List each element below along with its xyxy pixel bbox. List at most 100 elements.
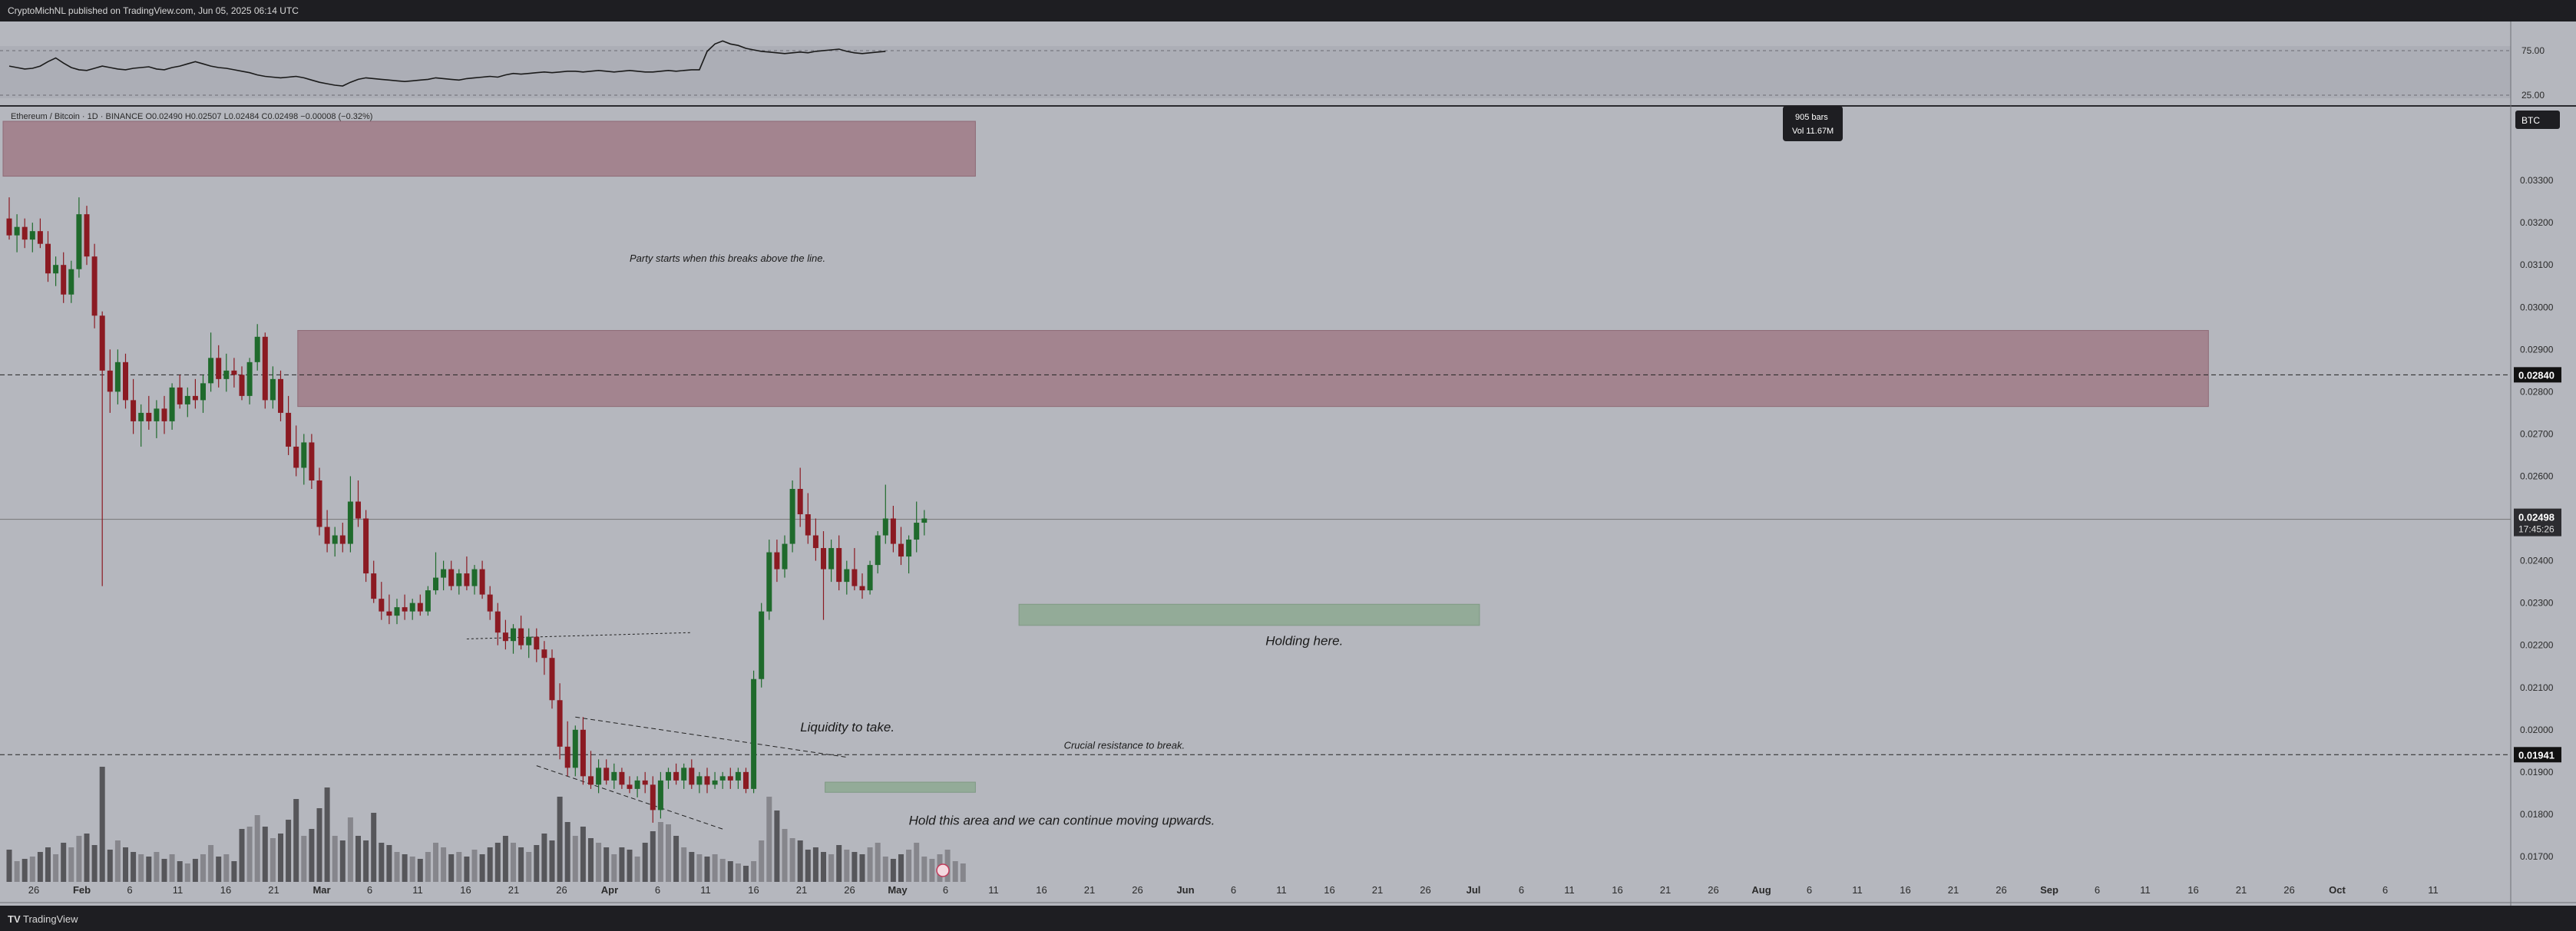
- candle-body: [146, 412, 152, 421]
- resistance-zone: [2, 121, 976, 177]
- candle-body: [852, 569, 858, 586]
- candles: [6, 197, 928, 823]
- candle-body: [681, 768, 687, 781]
- candle-body: [293, 446, 299, 468]
- candle-body: [68, 269, 74, 295]
- time-tick-label: 21: [2236, 884, 2247, 896]
- tradingview-logo-icon: TV: [8, 913, 21, 925]
- volume-bar: [177, 861, 183, 882]
- candle-body: [759, 611, 765, 679]
- candle-body: [14, 226, 20, 236]
- volume-bar: [371, 813, 377, 882]
- currency-label: BTC: [2521, 115, 2540, 126]
- volume-bar: [929, 859, 935, 882]
- bars-tooltip: [1783, 106, 1843, 141]
- volume-bar: [828, 854, 835, 882]
- candle-body: [634, 780, 640, 789]
- volume-bar: [76, 836, 82, 882]
- candle-body: [425, 590, 431, 612]
- volume-bar: [84, 834, 90, 882]
- candle-body: [751, 678, 757, 789]
- candle-body: [906, 540, 912, 557]
- time-tick-label: 16: [1612, 884, 1622, 896]
- candle-body: [200, 383, 206, 401]
- volume-bar: [526, 852, 532, 882]
- time-tick-label: 6: [655, 884, 660, 896]
- candle-body: [782, 543, 788, 569]
- volume-bar: [634, 857, 640, 882]
- volume-bar: [960, 863, 966, 882]
- time-tick-label: 21: [508, 884, 519, 896]
- candle-body: [448, 569, 455, 586]
- volume-bar: [906, 850, 912, 882]
- candle-body: [603, 768, 610, 781]
- candle-body: [666, 771, 671, 781]
- candle-body: [836, 548, 842, 583]
- candle-body: [642, 780, 648, 785]
- bars-count: 905 bars: [1795, 113, 1828, 122]
- price-tick-label: 0.03100: [2520, 259, 2554, 270]
- annotation-text: Holding here.: [1265, 634, 1343, 649]
- volume-bar: [642, 843, 648, 882]
- candle-body: [580, 729, 586, 777]
- candle-body: [441, 569, 447, 578]
- volume-bar: [759, 840, 765, 882]
- volume-bar: [805, 850, 811, 882]
- candle-body: [123, 362, 128, 401]
- footer-brand[interactable]: TradingView: [23, 913, 78, 925]
- volume-bar: [433, 843, 438, 882]
- time-tick-label: Aug: [1751, 884, 1771, 896]
- candle-body: [355, 501, 361, 519]
- volume-bar: [921, 857, 928, 882]
- candle-body: [456, 573, 462, 586]
- candle-body: [890, 518, 896, 544]
- candle-body: [898, 543, 904, 557]
- time-tick-label: 11: [1276, 884, 1287, 896]
- candle-body: [487, 594, 493, 612]
- candle-body: [379, 599, 385, 612]
- price-tick-label: 0.03000: [2520, 302, 2554, 312]
- volume-bar: [21, 859, 28, 882]
- price-chart[interactable]: 75.00 25.00 Ethereum / Bitcoin · 1D · BINA…: [0, 21, 2576, 906]
- candle-body: [278, 378, 283, 413]
- candle-body: [138, 412, 144, 421]
- volume-bar: [712, 854, 718, 882]
- volume-bar: [262, 827, 268, 882]
- volume-bar: [169, 854, 175, 882]
- candle-body: [371, 573, 377, 599]
- candle-body: [107, 370, 113, 392]
- event-marker-icon: [936, 863, 950, 877]
- volume-bar: [61, 843, 67, 882]
- volume-bar: [666, 824, 671, 882]
- candle-body: [154, 408, 160, 421]
- candle-body: [518, 628, 524, 645]
- volume-bar: [270, 838, 276, 882]
- volume-bar: [572, 836, 578, 882]
- annotation-text: Hold this area and we can continue movin…: [909, 814, 1215, 828]
- candle-body: [712, 780, 718, 785]
- volume-bar: [409, 857, 415, 882]
- candle-body: [875, 535, 881, 566]
- candle-body: [657, 780, 663, 810]
- candle-body: [696, 776, 703, 785]
- volume-bar: [286, 820, 292, 882]
- volume-bar: [511, 843, 516, 882]
- price-tick-label: 0.01800: [2520, 809, 2554, 820]
- volume-bar: [254, 815, 260, 882]
- candle-body: [61, 265, 67, 295]
- volume-bar: [782, 829, 788, 882]
- candle-body: [511, 628, 516, 642]
- time-tick-label: Sep: [2040, 884, 2058, 896]
- time-tick-label: 21: [1084, 884, 1095, 896]
- candle-body: [239, 375, 245, 396]
- time-tick-label: 26: [28, 884, 39, 896]
- footer-bar: TV TradingView: [0, 906, 2576, 931]
- candle-body: [394, 607, 400, 616]
- candle-body: [619, 771, 625, 785]
- time-tick-label: Apr: [601, 884, 618, 896]
- candle-body: [882, 518, 888, 536]
- time-tick-label: 6: [1807, 884, 1812, 896]
- candle-body: [84, 214, 90, 257]
- time-tick-label: 26: [844, 884, 855, 896]
- volume-bar: [154, 852, 160, 882]
